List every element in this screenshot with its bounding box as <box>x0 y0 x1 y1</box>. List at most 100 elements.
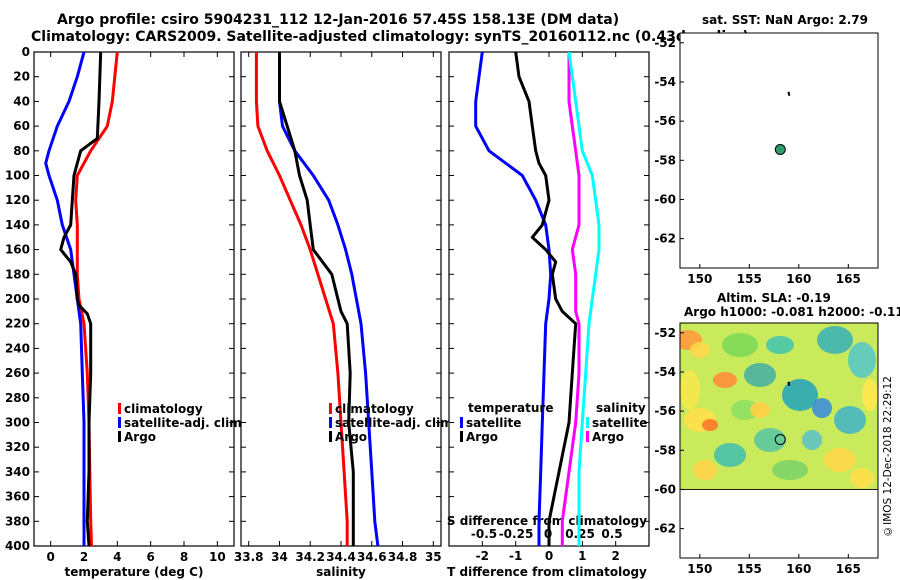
track-mark <box>787 91 791 96</box>
depth-tick-label: 100 <box>5 169 30 183</box>
depth-tick-label: 180 <box>5 267 30 281</box>
sla-blob <box>812 398 832 418</box>
sla-blob <box>824 448 856 472</box>
lon-tick-label: 155 <box>737 272 762 286</box>
depth-tick-label: 20 <box>13 70 30 84</box>
lat-tick-label: -60 <box>654 192 676 206</box>
legend-label: satellite-adj. clim. <box>335 416 457 430</box>
lon-tick-label: 150 <box>687 272 712 286</box>
sla-blob <box>693 460 717 480</box>
x-tick-label: 34.2 <box>295 550 325 564</box>
lat-tick-label: -56 <box>654 404 676 418</box>
x-tick-label: 0 <box>545 549 553 563</box>
t-difference-label: T difference from climatology <box>447 565 647 579</box>
salinity-panel: 33.8 34 34.2 34.4 34.6 34.8 35 salinity climatol… <box>234 51 457 579</box>
legend-label: satellite <box>592 416 647 430</box>
depth-tick-label: 320 <box>5 440 30 454</box>
sst-map-title: sat. SST: NaN Argo: 2.79 <box>702 13 868 27</box>
sla-blob <box>850 468 874 488</box>
series-line-satellite-adj-clim- <box>278 52 380 546</box>
x-tick-label: 1 <box>578 549 586 563</box>
temperature-x-label: temperature (deg C) <box>65 565 204 579</box>
argo-position-marker <box>774 434 786 446</box>
sla-blob <box>714 443 746 467</box>
legend-swatch <box>329 431 332 442</box>
salinity-x-label: salinity <box>316 565 366 579</box>
legend-swatch <box>460 417 463 428</box>
sla-blob <box>834 406 866 434</box>
series-line-t-satellite <box>474 52 553 546</box>
x-tick-label: 34 <box>271 550 288 564</box>
x-tick-label: 34.8 <box>388 550 418 564</box>
lon-tick-label: 160 <box>786 272 811 286</box>
sla-map-title: Altim. SLA: -0.19 <box>717 291 831 305</box>
legend-swatch <box>118 403 121 414</box>
legend-label: Argo <box>466 430 498 444</box>
depth-tick-label: 40 <box>13 94 30 108</box>
depth-tick-label: 340 <box>5 465 30 479</box>
lon-tick-label: 160 <box>786 562 811 576</box>
sla-blob <box>750 402 770 418</box>
legend-swatch <box>460 431 463 442</box>
series-line-s-satellite <box>567 52 601 546</box>
x-tick-label: 33.8 <box>234 550 264 564</box>
sla-blob <box>802 430 822 450</box>
lat-tick-label: -62 <box>654 522 676 536</box>
depth-tick-label: 360 <box>5 490 30 504</box>
series-line-argo <box>59 52 103 546</box>
lat-tick-label: -52 <box>654 326 676 340</box>
legend-label: Argo <box>124 430 156 444</box>
x-tick-label: 6 <box>146 550 154 564</box>
series-line-satellite-adj-clim- <box>44 52 86 546</box>
x-tick-label: 2 <box>611 549 619 563</box>
sla-no-data <box>680 489 878 558</box>
x-tick-label: 8 <box>180 550 188 564</box>
argo-position-marker <box>774 144 786 156</box>
lat-tick-label: -58 <box>654 153 676 167</box>
temperature-plot-frame <box>33 51 235 547</box>
x-tick-label: 10 <box>209 550 226 564</box>
depth-tick-label: 160 <box>5 243 30 257</box>
depth-tick-label: 200 <box>5 292 30 306</box>
sla-blob <box>713 372 737 388</box>
x-tick-label: 34.4 <box>326 550 356 564</box>
series-line-t-argo <box>514 52 578 546</box>
figure-title-line-2: Climatology: CARS2009. Satellite-adjuste… <box>31 29 749 45</box>
lon-tick-label: 150 <box>687 562 712 576</box>
track-mark <box>787 381 791 386</box>
legend-title-salinity: salinity <box>596 401 646 415</box>
lat-tick-label: -52 <box>654 36 676 50</box>
sla-blob <box>680 370 700 410</box>
legend-label: satellite-adj. clim. <box>124 416 246 430</box>
sla-blob <box>817 326 853 354</box>
legend-swatch <box>586 431 589 442</box>
depth-tick-label: 400 <box>5 539 30 553</box>
depth-tick-label: 120 <box>5 193 30 207</box>
x-top-tick-label: -0.5 <box>471 527 497 541</box>
sla-blob <box>754 428 786 452</box>
difference-panel: -2 -1 0 1 2-0.5 -0.25 0 0.25 0.5S difference fro… <box>447 51 650 579</box>
s-difference-label: S difference from climatology <box>447 514 647 528</box>
series-line-argo <box>278 52 355 546</box>
lat-tick-label: -54 <box>654 75 676 89</box>
legend-swatch <box>118 431 121 442</box>
sla-blob <box>766 336 794 354</box>
x-tick-label: 34.6 <box>357 550 387 564</box>
depth-tick-label: 140 <box>5 218 30 232</box>
legend-swatch <box>329 417 332 428</box>
sla-blob <box>772 460 808 480</box>
sla-blob <box>848 342 876 378</box>
sla-blob <box>744 363 776 387</box>
sla-blob <box>782 379 818 411</box>
temperature-panel: 0204060801001201401601802002202402602803… <box>5 45 246 579</box>
legend-swatch <box>118 417 121 428</box>
legend-swatch <box>329 403 332 414</box>
legend-label: climatology <box>335 402 414 416</box>
legend-label: satellite <box>466 416 521 430</box>
lat-tick-label: -54 <box>654 365 676 379</box>
lat-tick-label: -56 <box>654 114 676 128</box>
legend-label: climatology <box>124 402 203 416</box>
x-tick-label: 0 <box>46 550 54 564</box>
sla-map-subtitle: Argo h1000: -0.081 h2000: -0.11 <box>684 305 900 319</box>
depth-tick-label: 300 <box>5 416 30 430</box>
